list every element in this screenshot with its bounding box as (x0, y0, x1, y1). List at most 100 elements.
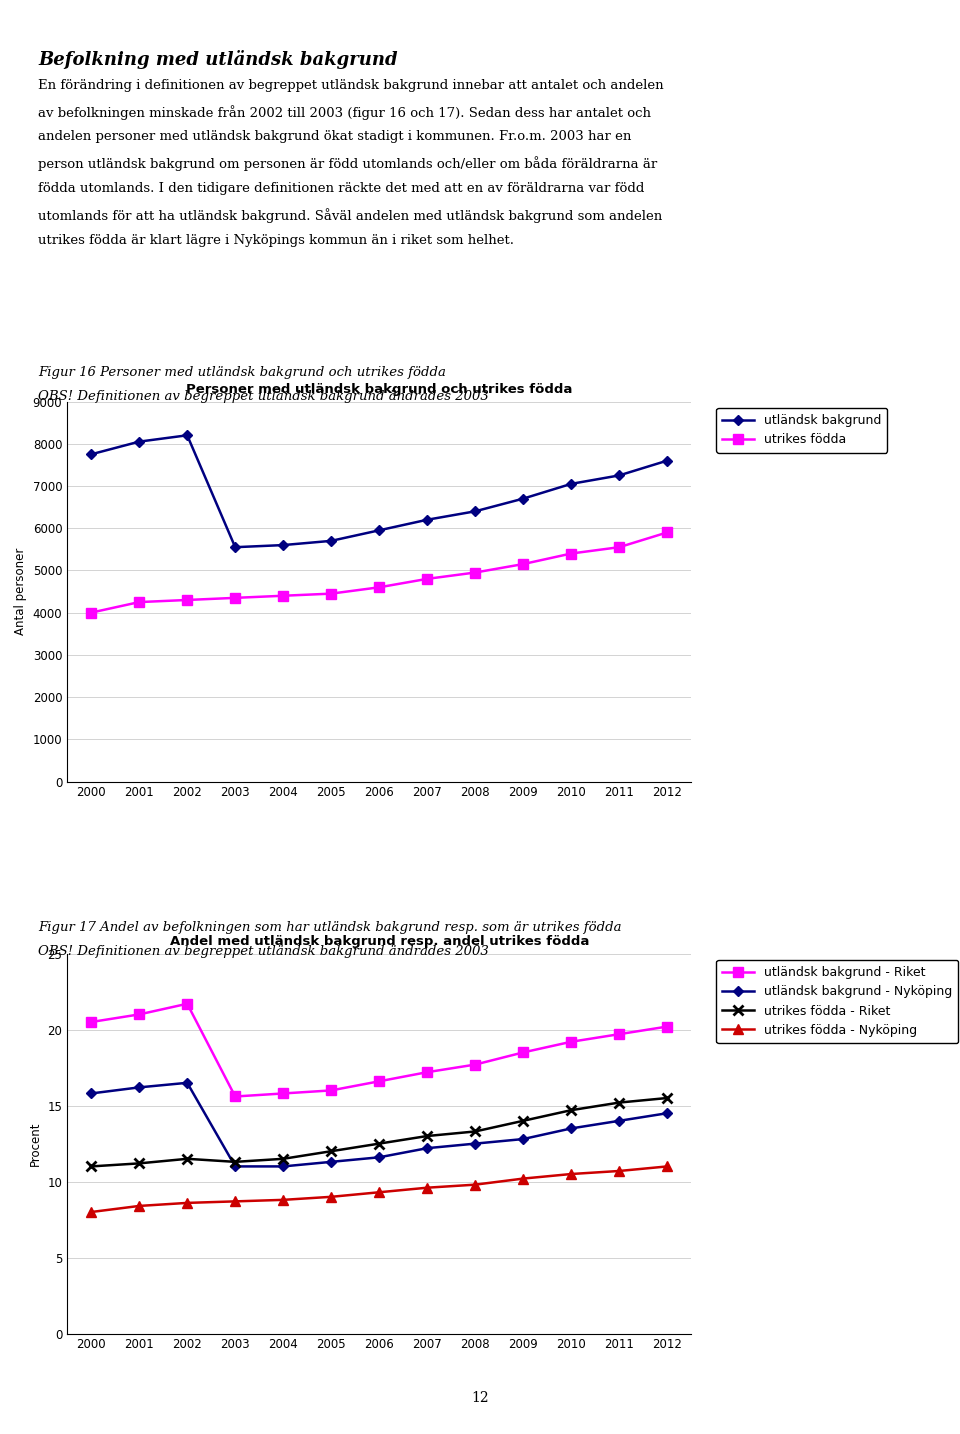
utrikes födda (181, 591, 193, 608)
utrikes födda (373, 579, 385, 597)
utrikes födda - Riket (421, 1127, 433, 1144)
Text: person utländsk bakgrund om personen är född utomlands och/eller om båda föräldr: person utländsk bakgrund om personen är … (38, 156, 658, 171)
utrikes födda - Nyköping (85, 1203, 97, 1220)
utländsk bakgrund (133, 433, 145, 450)
utländsk bakgrund - Riket (325, 1081, 337, 1098)
Text: andelen personer med utländsk bakgrund ökat stadigt i kommunen. Fr.o.m. 2003 har: andelen personer med utländsk bakgrund ö… (38, 130, 632, 143)
utländsk bakgrund - Nyköping (469, 1136, 481, 1153)
utrikes födda - Riket (277, 1150, 289, 1167)
utrikes födda - Nyköping (565, 1166, 577, 1183)
utrikes födda - Nyköping (421, 1179, 433, 1196)
utländsk bakgrund (85, 446, 97, 463)
utländsk bakgrund - Riket (229, 1088, 241, 1106)
utrikes födda - Nyköping (373, 1183, 385, 1200)
utrikes födda - Riket (661, 1090, 673, 1107)
utländsk bakgrund - Riket (277, 1086, 289, 1103)
utländsk bakgrund - Riket (613, 1025, 625, 1043)
utländsk bakgrund (229, 539, 241, 556)
utländsk bakgrund - Nyköping (181, 1074, 193, 1091)
utrikes födda (229, 589, 241, 607)
utländsk bakgrund - Nyköping (229, 1157, 241, 1174)
utländsk bakgrund - Riket (565, 1032, 577, 1050)
utländsk bakgrund - Nyköping (133, 1078, 145, 1096)
utrikes födda - Riket (133, 1154, 145, 1172)
Text: OBS! Definitionen av begreppet utländsk bakgrund ändrades 2003: OBS! Definitionen av begreppet utländsk … (38, 945, 490, 958)
Line: utrikes födda: utrikes födda (86, 528, 672, 618)
utrikes födda - Riket (229, 1153, 241, 1170)
utrikes födda (325, 585, 337, 602)
Line: utländsk bakgrund: utländsk bakgrund (87, 432, 671, 551)
Text: utrikes födda är klart lägre i Nyköpings kommun än i riket som helhet.: utrikes födda är klart lägre i Nyköpings… (38, 234, 515, 247)
Text: Figur 17 Andel av befolkningen som har utländsk bakgrund resp. som är utrikes fö: Figur 17 Andel av befolkningen som har u… (38, 921, 622, 934)
utrikes födda - Riket (325, 1143, 337, 1160)
Legend: utländsk bakgrund, utrikes födda: utländsk bakgrund, utrikes födda (716, 407, 887, 453)
Text: OBS! Definitionen av begreppet utländsk bakgrund ändrades 2003: OBS! Definitionen av begreppet utländsk … (38, 390, 490, 403)
utrikes födda (469, 564, 481, 581)
Text: Figur 16 Personer med utländsk bakgrund och utrikes födda: Figur 16 Personer med utländsk bakgrund … (38, 366, 446, 379)
utländsk bakgrund - Riket (373, 1073, 385, 1090)
utländsk bakgrund - Nyköping (373, 1149, 385, 1166)
Line: utländsk bakgrund - Riket: utländsk bakgrund - Riket (86, 999, 672, 1101)
utrikes födda - Riket (613, 1094, 625, 1111)
utrikes födda - Riket (565, 1101, 577, 1119)
utrikes födda - Nyköping (661, 1157, 673, 1174)
utländsk bakgrund (517, 490, 529, 508)
Text: födda utomlands. I den tidigare definitionen räckte det med att en av föräldrarn: födda utomlands. I den tidigare definiti… (38, 182, 645, 195)
utrikes födda - Nyköping (613, 1163, 625, 1180)
utrikes födda - Nyköping (181, 1195, 193, 1212)
utländsk bakgrund - Riket (421, 1064, 433, 1081)
utrikes födda (613, 539, 625, 556)
Line: utrikes födda - Riket: utrikes födda - Riket (86, 1093, 672, 1172)
utländsk bakgrund (469, 503, 481, 521)
utrikes födda - Riket (373, 1136, 385, 1153)
utländsk bakgrund - Nyköping (421, 1140, 433, 1157)
utrikes födda (517, 555, 529, 572)
Text: 12: 12 (471, 1391, 489, 1405)
Legend: utländsk bakgrund - Riket, utländsk bakgrund - Nyköping, utrikes födda - Riket, : utländsk bakgrund - Riket, utländsk bakg… (716, 959, 958, 1043)
utländsk bakgrund - Riket (85, 1014, 97, 1031)
utrikes födda - Riket (469, 1123, 481, 1140)
utländsk bakgrund (661, 452, 673, 469)
utrikes födda (421, 571, 433, 588)
Text: av befolkningen minskade från 2002 till 2003 (figur 16 och 17). Sedan dess har a: av befolkningen minskade från 2002 till … (38, 105, 652, 119)
utrikes födda - Nyköping (325, 1189, 337, 1206)
utländsk bakgrund (373, 522, 385, 539)
utländsk bakgrund - Nyköping (613, 1113, 625, 1130)
utrikes födda - Nyköping (517, 1170, 529, 1187)
utrikes födda - Nyköping (229, 1193, 241, 1210)
utländsk bakgrund - Nyköping (277, 1157, 289, 1174)
utländsk bakgrund - Riket (517, 1044, 529, 1061)
Y-axis label: Procent: Procent (29, 1121, 42, 1166)
utländsk bakgrund - Riket (661, 1018, 673, 1035)
utländsk bakgrund (277, 536, 289, 554)
Line: utrikes födda - Nyköping: utrikes födda - Nyköping (86, 1162, 672, 1217)
utrikes födda - Nyköping (469, 1176, 481, 1193)
utländsk bakgrund (181, 427, 193, 445)
utländsk bakgrund - Nyköping (325, 1153, 337, 1170)
utrikes födda (85, 604, 97, 621)
utrikes födda - Riket (181, 1150, 193, 1167)
Text: utomlands för att ha utländsk bakgrund. Såväl andelen med utländsk bakgrund som : utomlands för att ha utländsk bakgrund. … (38, 208, 662, 222)
Text: En förändring i definitionen av begreppet utländsk bakgrund innebar att antalet : En förändring i definitionen av begreppe… (38, 79, 664, 92)
utrikes födda (661, 523, 673, 541)
utrikes födda - Nyköping (277, 1192, 289, 1209)
utrikes födda - Riket (517, 1113, 529, 1130)
utländsk bakgrund - Nyköping (565, 1120, 577, 1137)
Text: Befolkning med utländsk bakgrund: Befolkning med utländsk bakgrund (38, 50, 398, 69)
utländsk bakgrund (325, 532, 337, 549)
utländsk bakgrund (421, 511, 433, 528)
utrikes födda - Riket (85, 1157, 97, 1174)
utrikes födda (133, 594, 145, 611)
utländsk bakgrund (565, 475, 577, 492)
Line: utländsk bakgrund - Nyköping: utländsk bakgrund - Nyköping (87, 1080, 671, 1170)
utländsk bakgrund (613, 467, 625, 485)
utrikes födda - Nyköping (133, 1197, 145, 1215)
utländsk bakgrund - Nyköping (661, 1104, 673, 1121)
utrikes födda (565, 545, 577, 562)
Title: Personer med utländsk bakgrund och utrikes födda: Personer med utländsk bakgrund och utrik… (186, 383, 572, 396)
utländsk bakgrund - Riket (469, 1055, 481, 1073)
utrikes födda (277, 587, 289, 604)
utländsk bakgrund - Riket (133, 1005, 145, 1022)
utländsk bakgrund - Nyköping (85, 1086, 97, 1103)
utländsk bakgrund - Riket (181, 995, 193, 1012)
